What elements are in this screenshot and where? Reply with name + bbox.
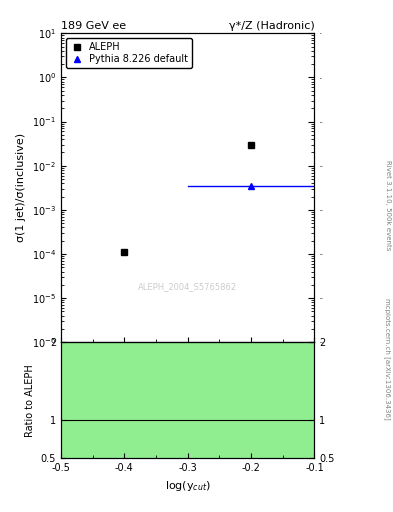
Line: ALEPH: ALEPH bbox=[121, 141, 255, 255]
ALEPH bbox=[249, 142, 253, 148]
Text: mcplots.cern.ch [arXiv:1306.3436]: mcplots.cern.ch [arXiv:1306.3436] bbox=[384, 297, 391, 419]
Text: Rivet 3.1.10, 500k events: Rivet 3.1.10, 500k events bbox=[385, 160, 391, 250]
X-axis label: log(y$_{cut}$): log(y$_{cut}$) bbox=[165, 479, 211, 493]
Text: 189 GeV ee: 189 GeV ee bbox=[61, 21, 126, 31]
ALEPH bbox=[122, 249, 127, 255]
Text: γ*/Z (Hadronic): γ*/Z (Hadronic) bbox=[229, 21, 314, 31]
Y-axis label: σ(1 jet)/σ(inclusive): σ(1 jet)/σ(inclusive) bbox=[16, 133, 26, 242]
Text: ALEPH_2004_S5765862: ALEPH_2004_S5765862 bbox=[138, 282, 237, 291]
Y-axis label: Ratio to ALEPH: Ratio to ALEPH bbox=[25, 364, 35, 437]
Legend: ALEPH, Pythia 8.226 default: ALEPH, Pythia 8.226 default bbox=[66, 38, 192, 68]
